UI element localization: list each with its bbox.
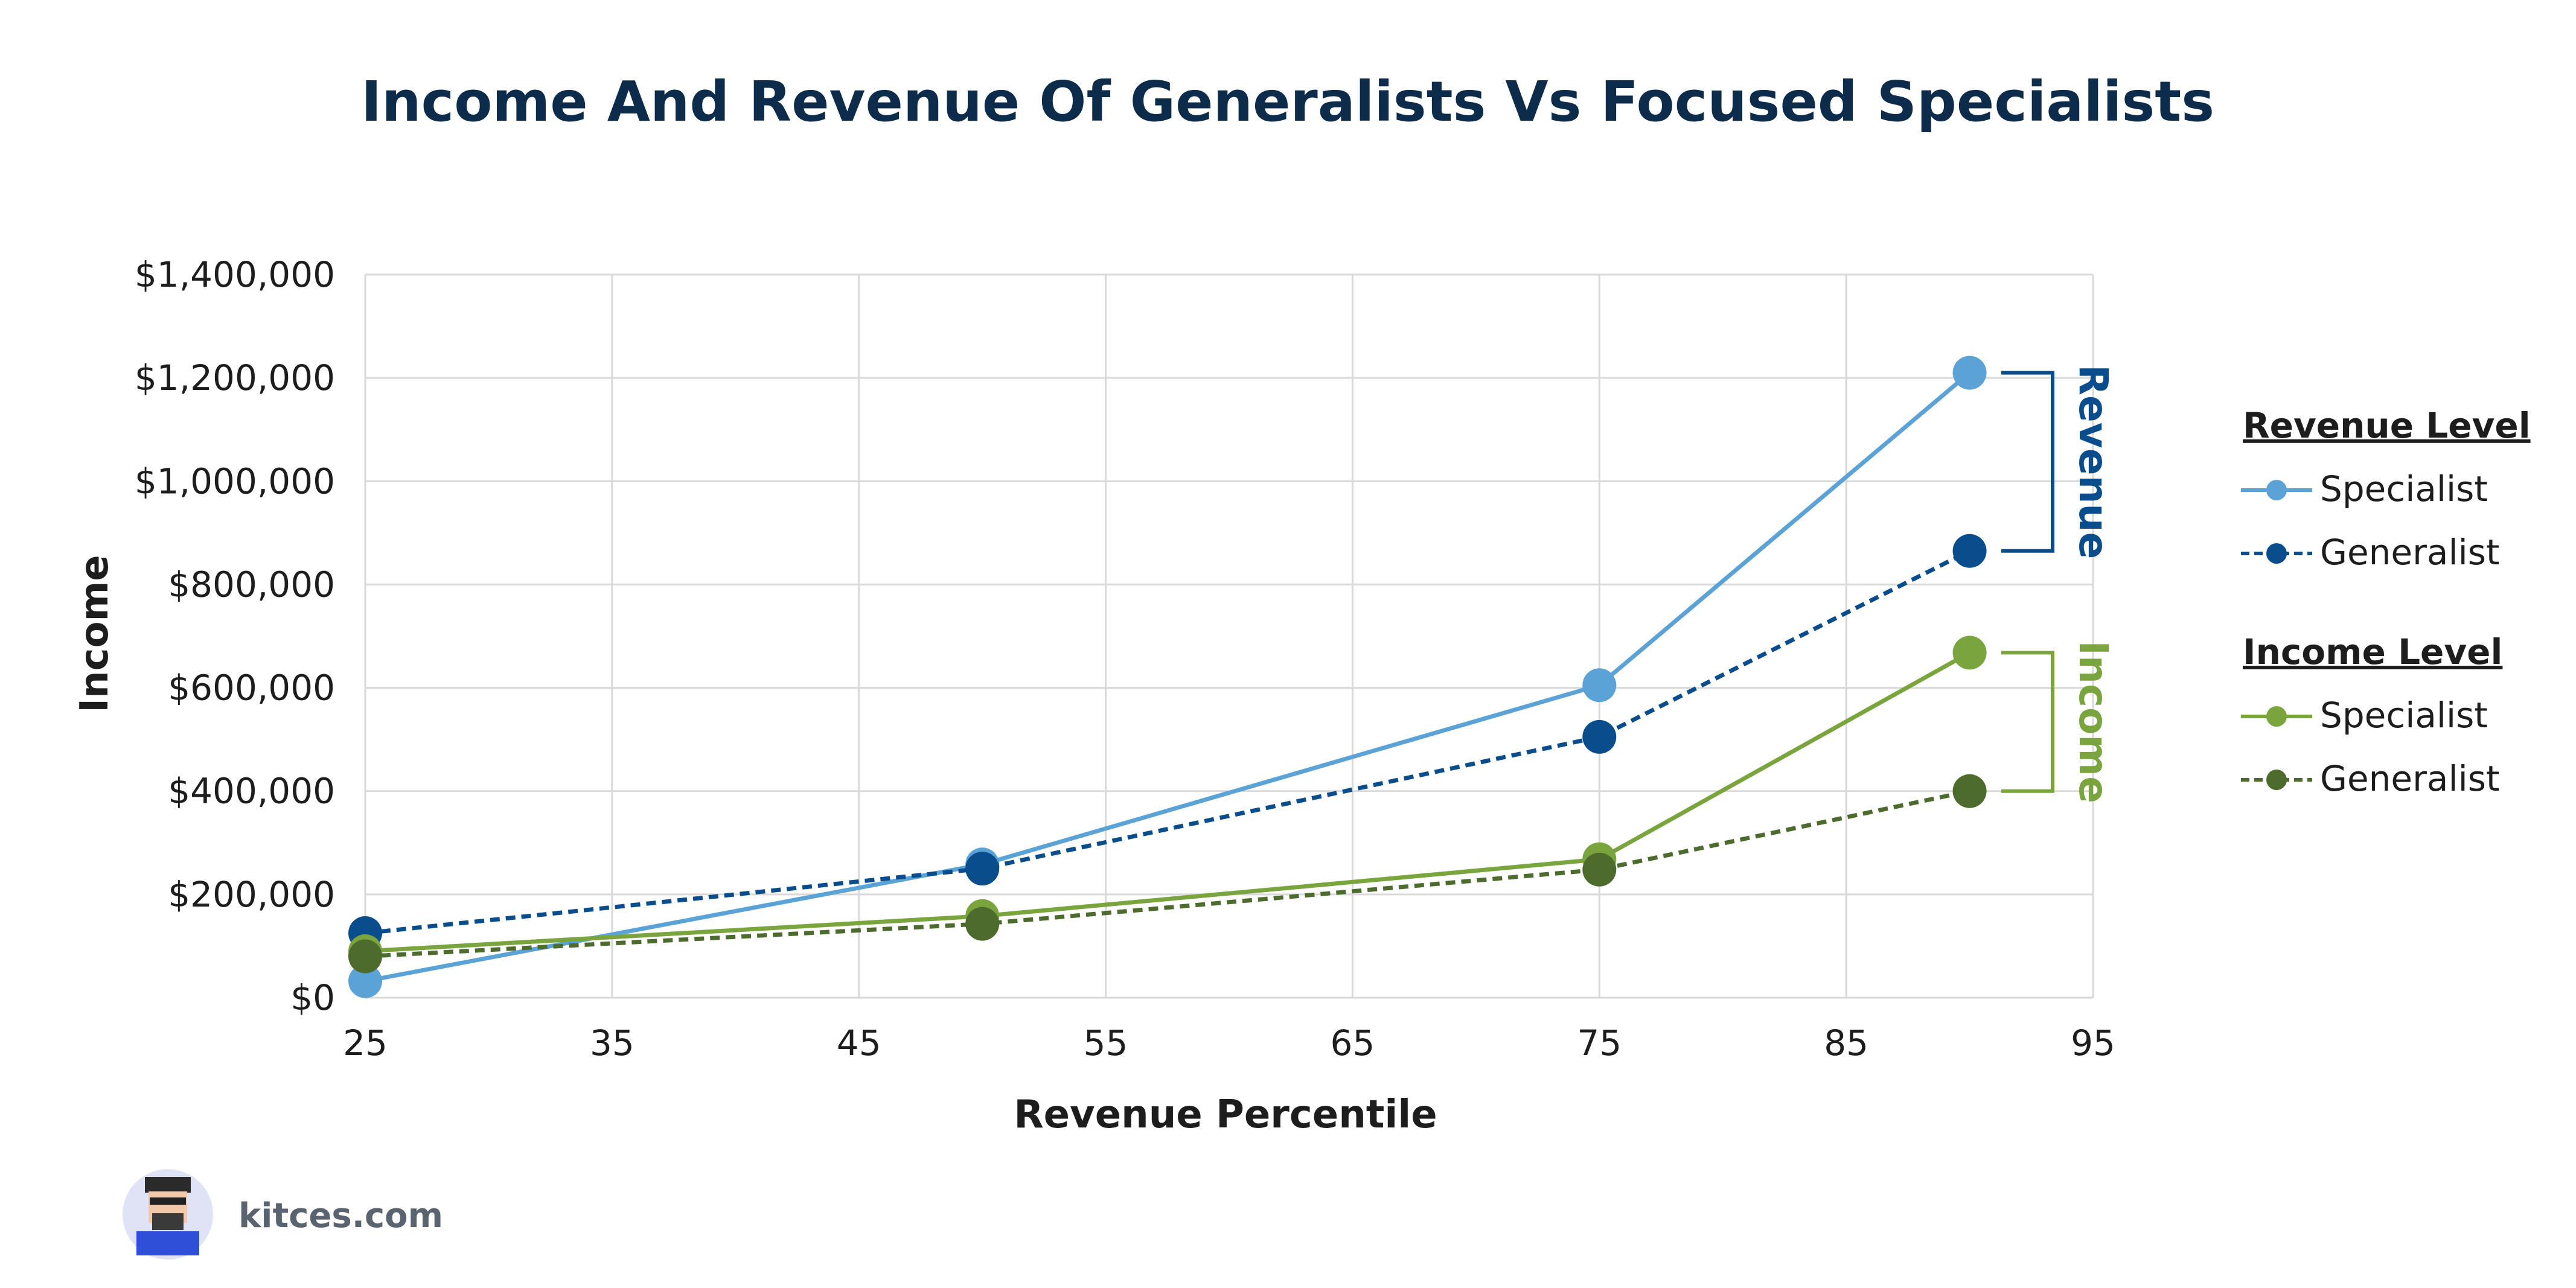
x-tick-label: 75 (1577, 1022, 1622, 1063)
legend-swatch-marker (2266, 770, 2287, 790)
x-tick-label: 45 (837, 1022, 881, 1063)
legend: Revenue Level Specialist Generalist Income … (2241, 405, 2531, 799)
annotation-label-1: Income (2070, 640, 2117, 803)
x-tick-label: 55 (1084, 1022, 1128, 1063)
x-tick-label: 25 (343, 1022, 388, 1063)
data-point (348, 939, 382, 974)
data-point (965, 852, 1000, 886)
legend-item-label: Specialist (2320, 468, 2488, 509)
data-point (1952, 636, 1987, 670)
series-line-1 (365, 549, 1971, 936)
y-axis-title: Income (72, 555, 117, 712)
y-tick-label: $600,000 (168, 668, 335, 709)
legend-swatch-marker (2266, 543, 2287, 564)
avatar-hair (145, 1177, 191, 1193)
grid (364, 273, 2094, 999)
series-line-3 (365, 789, 1970, 959)
data-point (348, 964, 382, 998)
y-tick-label: $0 (290, 977, 335, 1018)
data-point (1582, 668, 1617, 703)
legend-group-title: Income Level (2243, 631, 2502, 672)
annotation-bracket-1 (2001, 651, 2054, 793)
avatar-glasses (150, 1197, 186, 1205)
annotation-bracket-0 (2001, 371, 2054, 553)
legend-item-label: Generalist (2320, 758, 2500, 799)
series-lines (348, 355, 1987, 998)
x-tick-label: 95 (2071, 1022, 2115, 1063)
avatar-shirt (136, 1231, 199, 1255)
y-tick-label: $400,000 (168, 771, 335, 812)
y-tick-label: $200,000 (168, 874, 335, 915)
legend-item-label: Specialist (2320, 695, 2488, 736)
data-point (1952, 774, 1987, 808)
data-point (1582, 852, 1617, 887)
y-tick-label: $1,200,000 (135, 357, 335, 398)
bracket-annotations: Revenue Income (2001, 365, 2117, 803)
series-line-2 (365, 651, 1971, 954)
y-tick-label: $1,400,000 (135, 254, 335, 295)
legend-item-label: Generalist (2320, 532, 2500, 573)
legend-swatch-marker (2266, 706, 2287, 727)
y-tick-label: $1,000,000 (135, 461, 335, 502)
data-point (1582, 719, 1617, 754)
chart-title: Income And Revenue Of Generalists Vs Foc… (361, 69, 2214, 134)
data-point (965, 907, 1000, 941)
y-tick-label: $800,000 (168, 564, 335, 605)
legend-swatch-marker (2266, 480, 2287, 500)
x-tick-label: 35 (590, 1022, 634, 1063)
y-tick-labels: $0 $200,000 $400,000 $600,000 $800,000 $1,000… (135, 254, 335, 1018)
x-tick-label: 85 (1824, 1022, 1868, 1063)
x-tick-label: 65 (1331, 1022, 1375, 1063)
series-line-0 (365, 371, 1971, 984)
avatar-beard (152, 1213, 184, 1230)
legend-group-title: Revenue Level (2243, 405, 2531, 446)
data-point (1952, 534, 1987, 568)
x-axis-title: Revenue Percentile (1014, 1092, 1437, 1137)
brand: kitces.com (123, 1169, 443, 1260)
annotation-label-0: Revenue (2070, 365, 2117, 559)
x-tick-labels: 25 35 45 55 65 75 85 95 (343, 1022, 2115, 1063)
data-point (1952, 355, 1987, 390)
brand-site: kitces.com (238, 1196, 443, 1235)
